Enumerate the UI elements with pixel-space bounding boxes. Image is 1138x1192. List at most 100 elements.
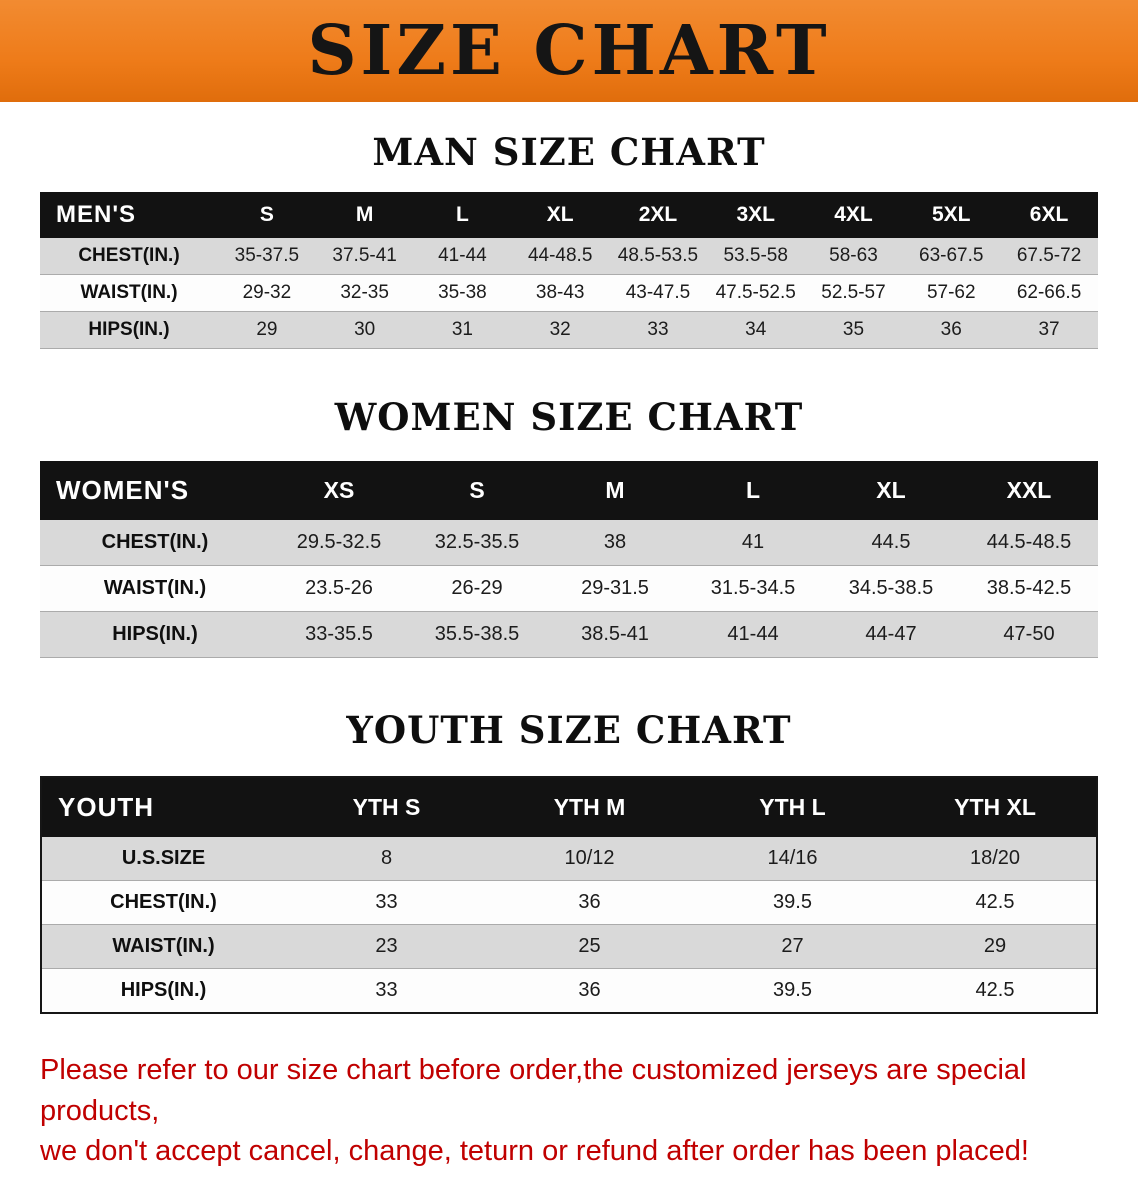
size-value-cell: 35-38 [438, 282, 487, 303]
size-value-cell: 43-47.5 [625, 282, 691, 303]
men-table-header-row: MEN'S S M L XL 2XL 3XL 4XL 5XL 6XL [40, 192, 1098, 238]
size-value-cell: 14/16 [767, 847, 818, 869]
size-value-cell: 41-44 [727, 623, 779, 645]
size-value-cell: 34.5-38.5 [848, 577, 934, 599]
size-column-header: XXL [960, 461, 1098, 520]
size-column-header: M [315, 192, 414, 238]
size-value-cell: 67.5-72 [1016, 245, 1082, 266]
table-row: HIPS(IN.) 33 36 39.5 42.5 [41, 968, 1097, 1013]
size-value-cell: 10/12 [564, 847, 615, 869]
size-value-cell: 31 [451, 319, 473, 340]
row-label-cell: WAIST(IN.) [80, 282, 178, 303]
table-row: WAIST(IN.) 29-32 32-35 35-38 38-43 43-47.5 47.… [40, 274, 1098, 312]
table-row: WAIST(IN.) 23 25 27 29 [41, 924, 1097, 969]
size-value-cell: 39.5 [773, 891, 812, 913]
size-value-cell: 23 [375, 935, 398, 957]
size-value-cell: 63-67.5 [919, 245, 984, 266]
size-value-cell: 62-66.5 [1016, 282, 1082, 303]
youth-section-heading: YOUTH SIZE CHART [346, 708, 792, 752]
row-label-cell: HIPS(IN.) [112, 623, 198, 645]
size-column-header: L [413, 192, 512, 238]
table-title-cell: YOUTH [41, 777, 285, 837]
women-size-section: WOMEN SIZE CHART WOMEN'S XS S M L XL XXL CHEST(… [0, 395, 1138, 658]
size-value-cell: 29.5-32.5 [296, 531, 382, 553]
size-value-cell: 44.5-48.5 [986, 531, 1072, 553]
size-value-cell: 32.5-35.5 [434, 531, 520, 553]
row-label-cell: WAIST(IN.) [103, 577, 207, 599]
size-column-header: YTH S [285, 777, 488, 837]
disclaimer-line: we don't accept cancel, change, teturn o… [40, 1135, 1029, 1168]
row-label-cell: CHEST(IN.) [110, 891, 217, 913]
size-value-cell: 52.5-57 [821, 282, 886, 303]
table-row: WAIST(IN.) 23.5-26 26-29 29-31.5 31.5-34.5 34… [40, 565, 1098, 612]
size-value-cell: 23.5-26 [305, 577, 373, 599]
size-value-cell: 41-44 [438, 245, 487, 266]
size-column-header: YTH M [488, 777, 691, 837]
size-column-header: 3XL [706, 192, 805, 238]
disclaimer-line: Please refer to our size chart before or… [40, 1054, 1027, 1127]
size-value-cell: 27 [781, 935, 804, 957]
size-value-cell: 37 [1038, 319, 1060, 340]
size-value-cell: 38-43 [535, 282, 585, 303]
size-value-cell: 35-37.5 [234, 245, 300, 266]
table-title-cell: WOMEN'S [40, 461, 270, 520]
table-row: HIPS(IN.) 33-35.5 35.5-38.5 38.5-41 41-44 44-… [40, 611, 1098, 658]
row-label-cell: CHEST(IN.) [101, 531, 209, 553]
size-value-cell: 42.5 [975, 979, 1015, 1001]
size-value-cell: 25 [578, 935, 601, 957]
row-label-cell: U.S.SIZE [121, 847, 206, 869]
size-value-cell: 29-31.5 [581, 577, 649, 599]
size-value-cell: 36 [578, 979, 601, 1001]
size-value-cell: 36 [578, 891, 601, 913]
size-value-cell: 44-48.5 [527, 245, 593, 266]
size-value-cell: 29 [256, 319, 278, 340]
size-value-cell: 41 [741, 531, 765, 553]
size-value-cell: 47.5-52.5 [715, 282, 796, 303]
size-value-cell: 39.5 [773, 979, 812, 1001]
table-title-cell: MEN'S [40, 192, 218, 238]
women-section-heading: WOMEN SIZE CHART [334, 395, 804, 439]
disclaimer: Please refer to our size chart before or… [40, 1050, 1098, 1172]
table-row: HIPS(IN.) 29 30 31 32 33 34 35 36 37 [40, 311, 1098, 349]
page-title: SIZE CHART [307, 11, 831, 91]
size-value-cell: 33 [375, 891, 398, 913]
size-value-cell: 26-29 [451, 577, 503, 599]
size-value-cell: 33 [375, 979, 398, 1001]
size-value-cell: 44-47 [865, 623, 917, 645]
size-value-cell: 44.5 [871, 531, 911, 553]
women-size-table: WOMEN'S XS S M L XL XXL CHEST(IN.) 29.5-32.5 32.5… [40, 461, 1098, 658]
size-value-cell: 38 [603, 531, 627, 553]
size-column-header: XL [511, 192, 610, 238]
size-value-cell: 33 [647, 319, 669, 340]
size-value-cell: 42.5 [975, 891, 1015, 913]
row-label-cell: WAIST(IN.) [112, 935, 215, 957]
size-chart-banner: SIZE CHART [0, 0, 1138, 102]
youth-size-table: YOUTH YTH S YTH M YTH L YTH XL U.S.SIZE 8 10/12… [40, 776, 1098, 1014]
size-value-cell: 32 [549, 319, 571, 340]
men-size-table: MEN'S S M L XL 2XL 3XL 4XL 5XL 6XL CHEST(IN.) 35-37… [40, 192, 1098, 349]
size-value-cell: 8 [380, 847, 393, 869]
women-table-header-row: WOMEN'S XS S M L XL XXL [40, 461, 1098, 520]
size-value-cell: 37.5-41 [332, 245, 397, 266]
size-column-header: M [546, 461, 684, 520]
men-section-heading: MAN SIZE CHART [372, 130, 766, 174]
size-value-cell: 29 [983, 935, 1007, 957]
table-row: CHEST(IN.) 33 36 39.5 42.5 [41, 880, 1097, 925]
size-column-header: S [218, 192, 316, 238]
size-value-cell: 53.5-58 [723, 245, 788, 266]
size-column-header: YTH XL [894, 777, 1097, 837]
table-row: U.S.SIZE 8 10/12 14/16 18/20 [41, 837, 1097, 881]
size-value-cell: 58-63 [829, 245, 878, 266]
table-row: CHEST(IN.) 29.5-32.5 32.5-35.5 38 41 44.5 44.5… [40, 520, 1098, 566]
size-column-header: XL [822, 461, 960, 520]
size-value-cell: 32-35 [340, 282, 389, 303]
size-value-cell: 57-62 [926, 282, 976, 303]
youth-table-header-row: YOUTH YTH S YTH M YTH L YTH XL [41, 777, 1097, 837]
size-value-cell: 38.5-41 [581, 623, 649, 645]
size-value-cell: 38.5-42.5 [986, 577, 1072, 599]
size-value-cell: 48.5-53.5 [617, 245, 699, 266]
size-value-cell: 47-50 [1003, 623, 1055, 645]
row-label-cell: HIPS(IN.) [120, 979, 207, 1001]
size-value-cell: 36 [940, 319, 962, 340]
size-value-cell: 35 [842, 319, 865, 340]
